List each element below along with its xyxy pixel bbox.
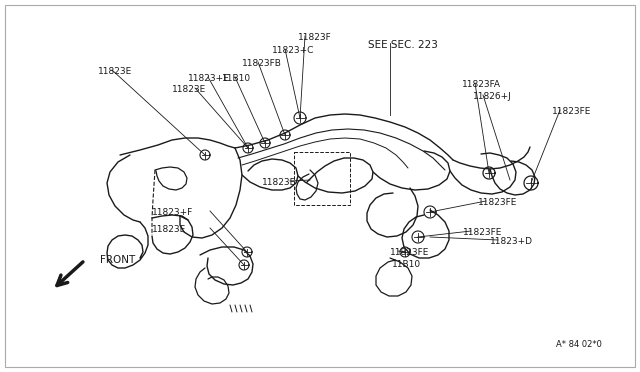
Text: 11823FE: 11823FE — [390, 248, 429, 257]
Text: 11823+E: 11823+E — [188, 74, 230, 83]
Text: SEE SEC. 223: SEE SEC. 223 — [368, 40, 438, 50]
Text: FRONT: FRONT — [100, 255, 135, 265]
Text: 11823+C: 11823+C — [272, 46, 314, 55]
Text: 11823FE: 11823FE — [463, 228, 502, 237]
Text: 11823E: 11823E — [98, 67, 132, 76]
Text: 11823FA: 11823FA — [462, 80, 501, 89]
Text: 11823+F: 11823+F — [152, 208, 193, 217]
Text: 11823E: 11823E — [172, 85, 206, 94]
Text: 11823FE: 11823FE — [552, 107, 591, 116]
Text: A* 84 02*0: A* 84 02*0 — [556, 340, 602, 349]
Text: 11823E: 11823E — [262, 178, 296, 187]
Text: 11823FB: 11823FB — [242, 59, 282, 68]
Text: 11B10: 11B10 — [222, 74, 251, 83]
Text: 11823FE: 11823FE — [478, 198, 517, 207]
Text: 11B10: 11B10 — [392, 260, 421, 269]
Text: 11823+D: 11823+D — [490, 237, 533, 246]
Text: 11823F: 11823F — [298, 33, 332, 42]
Text: 11823E: 11823E — [152, 225, 186, 234]
Text: 11826+J: 11826+J — [473, 92, 512, 101]
